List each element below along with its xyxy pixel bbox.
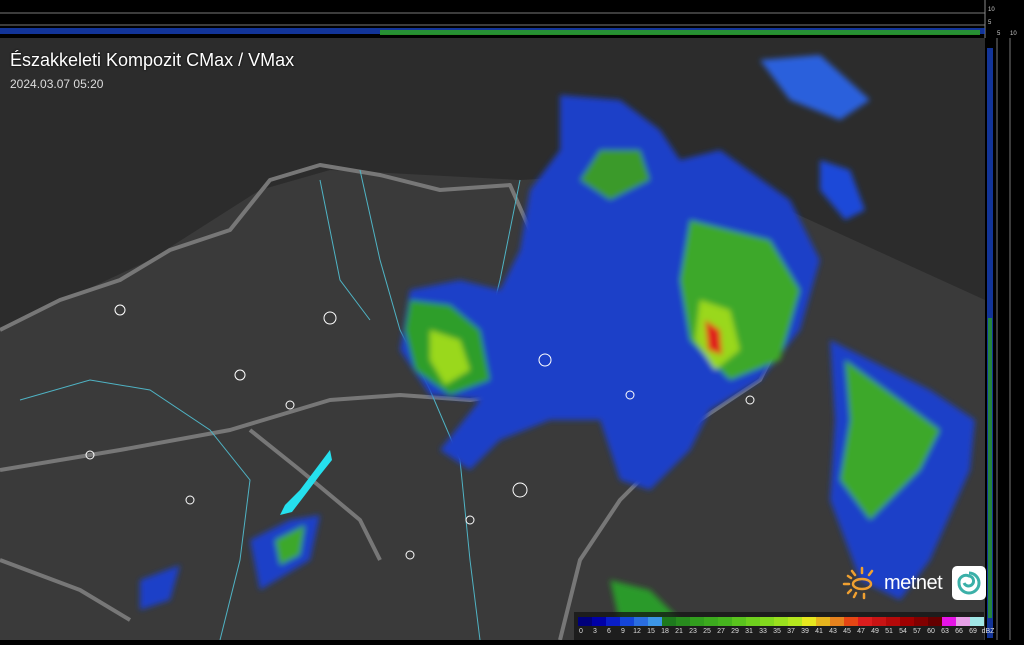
legend-swatch [606,617,620,626]
legend-swatch [592,617,606,626]
profile-tick: 5 [988,20,992,26]
legend-swatch [704,617,718,626]
legend-swatch [858,617,872,626]
legend-swatch [732,617,746,626]
swirl-icon [952,566,987,600]
legend-label: 27 [717,628,725,635]
legend-swatch [690,617,704,626]
profile-tick: 10 [988,7,995,13]
legend-label: 63 [941,628,949,635]
vertical-profile-top: 10 5 5 10 [0,0,1024,38]
legend-swatch [886,617,900,626]
legend-label: 3 [593,628,597,635]
legend-label: 12 [633,628,641,635]
legend-swatch [830,617,844,626]
sun-icon [842,566,874,600]
legend-label: 54 [899,628,907,635]
logo-text: metnet [884,571,943,594]
legend-label: 49 [871,628,879,635]
legend-swatch [816,617,830,626]
vertical-profile-right [985,38,1024,640]
legend-swatch [620,617,634,626]
legend-label: 29 [731,628,739,635]
legend-swatch [802,617,816,626]
legend-swatch [774,617,788,626]
legend-label: 69 [969,628,977,635]
profile-tick: 10 [1010,31,1017,37]
legend-swatch [900,617,914,626]
legend-label: 23 [689,628,697,635]
timestamp: 2024.03.07 05:20 [10,77,104,91]
legend-unit: dBZ [981,628,995,635]
dbz-legend: 0 3 6 9 12 15 18 21 23 25 27 29 31 33 35 37 39 41 43 45 47 49… [574,612,994,640]
legend-swatch [844,617,858,626]
legend-swatch [718,617,732,626]
profile-tick: 5 [997,31,1001,37]
legend-swatch [928,617,942,626]
legend-label: 9 [621,628,625,635]
radar-map[interactable] [0,38,985,640]
legend-swatch [634,617,648,626]
legend-label: 60 [927,628,935,635]
map-title: Északkeleti Kompozit CMax / VMax [10,50,295,70]
legend-label: 15 [647,628,655,635]
legend-swatch [914,617,928,626]
legend-label: 45 [843,628,851,635]
legend-label: 39 [801,628,809,635]
legend-swatch [942,617,956,626]
legend-label: 37 [787,628,795,635]
legend-swatch [746,617,760,626]
legend-label: 33 [759,628,767,635]
metnet-logo: metnet [840,565,987,601]
legend-swatch [662,617,676,626]
legend-label: 0 [579,628,583,635]
legend-label: 21 [675,628,683,635]
legend-swatch [956,617,970,626]
legend-label: 43 [829,628,837,635]
legend-swatch [760,617,774,626]
legend-label: 31 [745,628,753,635]
legend-swatch [970,617,984,626]
legend-label: 18 [661,628,669,635]
legend-label: 25 [703,628,711,635]
legend-label: 41 [815,628,823,635]
legend-label: 35 [773,628,781,635]
legend-label: 47 [857,628,865,635]
legend-label: 57 [913,628,921,635]
legend-label: 6 [607,628,611,635]
legend-label: 66 [955,628,963,635]
legend-swatch [872,617,886,626]
legend-swatch [648,617,662,626]
legend-swatch [676,617,690,626]
legend-swatch [578,617,592,626]
legend-swatch [788,617,802,626]
legend-label: 51 [885,628,893,635]
